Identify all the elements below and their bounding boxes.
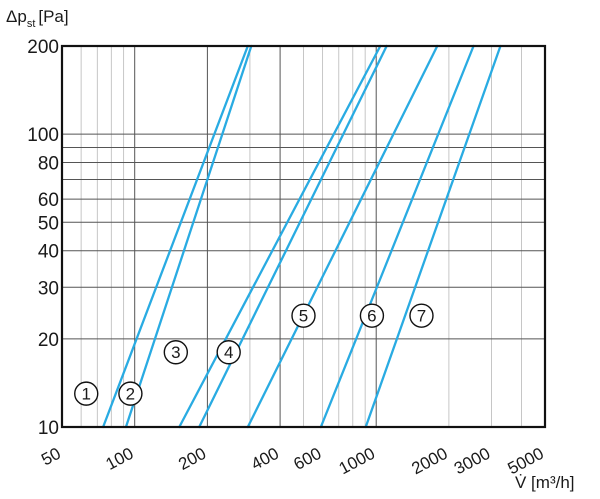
series-line-7 [364, 44, 502, 429]
y-axis-title: Δpst [Pa] [6, 7, 69, 30]
x-tick-label: 1000 [336, 444, 378, 479]
x-tick-label: 100 [103, 444, 137, 474]
series-marker-circle-7 [409, 303, 434, 328]
series-marker-circle-6 [359, 303, 385, 328]
series-marker-label-3: 3 [171, 343, 180, 362]
x-tick-label: 3000 [451, 444, 493, 479]
x-tick-label: 2000 [408, 444, 450, 479]
series-lines [101, 44, 502, 429]
series-marker-circle-2 [118, 381, 143, 406]
series-line-5 [246, 44, 439, 429]
x-tick-labels: 50 100 200 400 600 1000 2000 3000 5000 [38, 444, 547, 479]
x-tick-label: 50 [38, 444, 64, 470]
series-marker-circle-4 [216, 340, 241, 365]
series-line-1 [101, 44, 249, 429]
y-tick-label: 20 [38, 330, 59, 351]
y-tick-label: 80 [38, 154, 59, 175]
series-marker-label-7: 7 [417, 307, 426, 326]
y-tick-label: 100 [27, 125, 59, 146]
series-line-6 [319, 44, 475, 429]
x-tick-label: 400 [248, 444, 282, 474]
series-marker-label-6: 6 [367, 307, 376, 326]
series-marker-circle-1 [74, 381, 99, 406]
series-marker-label-2: 2 [126, 385, 135, 404]
y-axis-title-symbol: Δp [6, 7, 27, 26]
series-marker-circle-5 [291, 303, 316, 328]
y-axis-title-subscript: st [27, 18, 36, 30]
y-tick-label: 40 [38, 242, 59, 263]
x-tick-label: 200 [175, 444, 209, 474]
series-line-2 [124, 44, 253, 429]
x-tick-label: 600 [291, 444, 325, 474]
y-tick-label: 10 [38, 418, 59, 439]
x-axis-title: V̇ [m³/h] [515, 473, 575, 492]
y-tick-label: 50 [38, 213, 59, 234]
series-markers: 1 2 3 4 5 6 7 [74, 303, 434, 406]
series-line-4 [198, 44, 388, 429]
grid [62, 46, 545, 427]
plot-frame [60, 44, 547, 429]
y-tick-label: 30 [38, 278, 59, 299]
y-tick-label: 200 [27, 37, 59, 58]
y-tick-label: 60 [38, 190, 59, 211]
series-marker-label-4: 4 [224, 343, 233, 362]
series-marker-label-5: 5 [299, 307, 308, 326]
series-line-3 [178, 44, 382, 429]
series-marker-circle-3 [163, 340, 189, 365]
y-axis-title-unit: [Pa] [38, 7, 68, 26]
series-marker-label-1: 1 [82, 385, 91, 404]
